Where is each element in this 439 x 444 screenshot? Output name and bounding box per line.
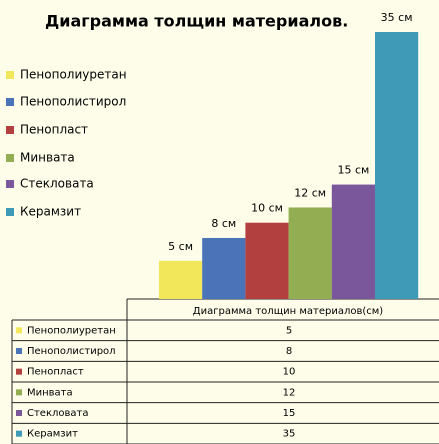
table-marker: [16, 348, 22, 354]
table-value: 15: [283, 408, 296, 419]
table-header: Диаграмма толщин материалов(см): [193, 306, 384, 317]
legend-marker: [6, 180, 14, 188]
bar: [245, 222, 289, 299]
legend-label: Стекловата: [20, 177, 94, 191]
table-value: 5: [286, 325, 292, 336]
data-label: 15 см: [337, 164, 369, 177]
data-label: 35 см: [381, 11, 413, 24]
legend-label: Керамзит: [20, 205, 81, 219]
bar: [159, 260, 203, 299]
bar: [202, 237, 246, 299]
table-value: 12: [283, 387, 296, 398]
table-row-label: Минвата: [27, 387, 73, 398]
data-label: 10 см: [251, 202, 283, 215]
table-row-label: Пенополиуретан: [27, 325, 116, 336]
bar: [375, 32, 419, 299]
legend-marker: [6, 126, 14, 134]
bar: [288, 207, 332, 299]
table-value: 35: [283, 429, 296, 440]
table-marker: [16, 430, 22, 437]
legend-marker: [6, 208, 14, 216]
table-row-label: Керамзит: [27, 429, 78, 440]
legend-label: Пенополиуретан: [20, 68, 127, 82]
legend-marker: [6, 98, 14, 106]
table-marker: [16, 389, 22, 396]
table-row-label: Пенополистирол: [27, 346, 116, 357]
table-marker: [16, 327, 22, 334]
data-label: 12 см: [294, 186, 326, 199]
bar: [331, 184, 375, 299]
table-marker: [16, 368, 22, 375]
data-label: 5 см: [168, 240, 193, 253]
legend-label: Пенополистирол: [20, 95, 126, 109]
data-label: 8 см: [211, 217, 236, 230]
table-row-label: Стекловата: [27, 408, 88, 419]
legend-marker: [6, 154, 14, 162]
table-value: 8: [286, 346, 292, 357]
legend-label: Минвата: [20, 151, 75, 165]
chart-title: Диаграмма толщин материалов.: [45, 12, 348, 31]
legend-label: Пенопласт: [20, 123, 88, 137]
table-value: 10: [283, 367, 296, 378]
legend-marker: [6, 71, 14, 79]
table-row-label: Пенопласт: [27, 367, 84, 378]
table-marker: [16, 410, 22, 416]
